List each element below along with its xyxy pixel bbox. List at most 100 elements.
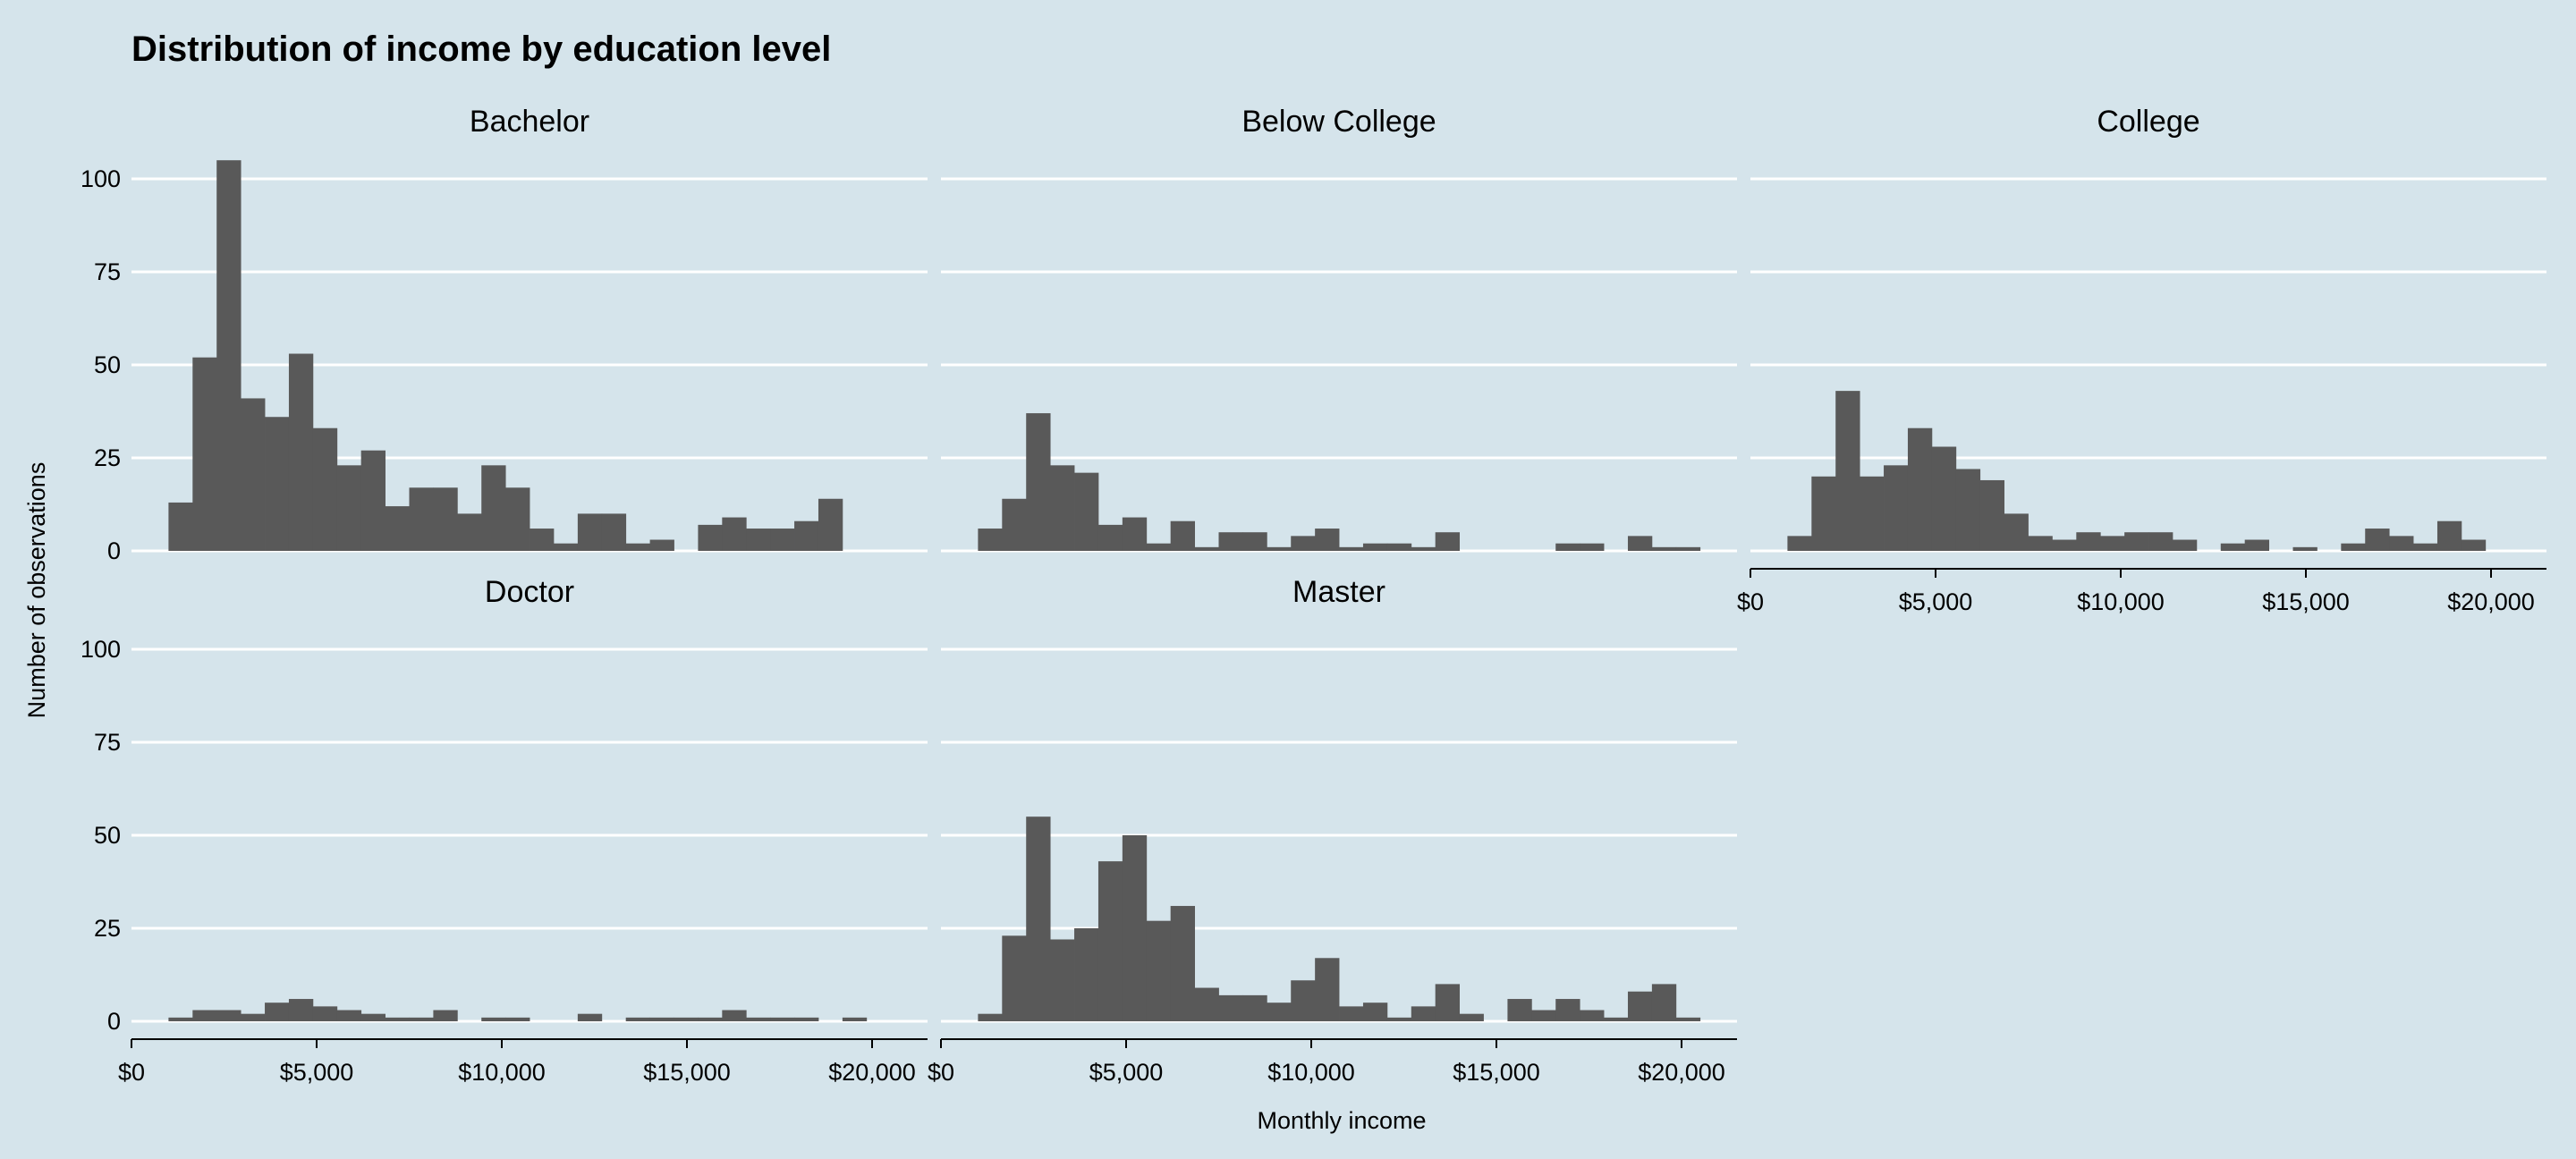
panel-college: College $0 $5,000 $10,000 $15,000 $20,000 bbox=[1737, 105, 2546, 615]
histogram-bar bbox=[1362, 1002, 1388, 1021]
x-tick-label: $0 bbox=[1737, 588, 1764, 615]
histogram-bar bbox=[577, 513, 603, 551]
histogram-bar bbox=[336, 1010, 362, 1021]
histogram-bar bbox=[288, 353, 314, 551]
histogram-bar bbox=[625, 543, 650, 551]
histogram-bar bbox=[312, 1006, 338, 1021]
x-tick-label: $15,000 bbox=[643, 1059, 731, 1086]
histogram-bar bbox=[1122, 517, 1148, 551]
histogram-bar bbox=[770, 1017, 795, 1021]
panels-layer: Bachelor 0 25 50 75 100 Below College College $0… bbox=[80, 105, 2546, 1086]
histogram-bar bbox=[1435, 984, 1460, 1021]
histogram-bar bbox=[360, 1013, 386, 1021]
x-tick-label: $5,000 bbox=[1089, 1059, 1164, 1086]
y-tick-label: 50 bbox=[94, 351, 121, 378]
histogram-bar bbox=[1097, 861, 1123, 1021]
x-tick-label: $5,000 bbox=[1899, 588, 1973, 615]
histogram-bar bbox=[1218, 994, 1243, 1021]
chart-title: Distribution of income by education leve… bbox=[131, 30, 831, 69]
histogram-bar bbox=[1315, 958, 1340, 1021]
y-tick-label: 25 bbox=[94, 915, 121, 942]
histogram-bar bbox=[674, 1017, 699, 1021]
histogram-bar bbox=[1835, 391, 1860, 551]
histogram-bar bbox=[216, 1010, 242, 1021]
histogram-bar bbox=[1146, 920, 1172, 1021]
histogram-bar bbox=[1979, 479, 2004, 551]
histogram-bar bbox=[241, 1013, 266, 1021]
x-tick-label: $15,000 bbox=[2262, 588, 2350, 615]
histogram-bar bbox=[1291, 980, 1316, 1021]
histogram-bar bbox=[2220, 543, 2246, 551]
panel-title-college: College bbox=[2097, 105, 2199, 139]
histogram-bar bbox=[288, 999, 314, 1021]
panel-title-below-college: Below College bbox=[1241, 105, 1436, 139]
histogram-bar bbox=[1675, 1017, 1701, 1021]
histogram-bar bbox=[722, 1010, 747, 1021]
histogram-bar bbox=[2172, 539, 2198, 551]
histogram-bar bbox=[978, 529, 1003, 551]
histogram-bar bbox=[1411, 1006, 1436, 1021]
histogram-bar bbox=[505, 1017, 530, 1021]
histogram-bar bbox=[2100, 536, 2125, 551]
histogram-bar bbox=[2461, 539, 2487, 551]
histogram-bar bbox=[1651, 546, 1677, 551]
histogram-bar bbox=[1507, 999, 1532, 1021]
histogram-bar bbox=[1675, 546, 1701, 551]
histogram-bar bbox=[2413, 543, 2438, 551]
histogram-bar bbox=[1194, 546, 1219, 551]
histogram-bar bbox=[601, 513, 627, 551]
y-tick-label: 0 bbox=[107, 537, 121, 564]
histogram-bar bbox=[385, 1017, 410, 1021]
histogram-bar bbox=[2076, 532, 2101, 551]
x-tick-label: $0 bbox=[118, 1059, 145, 1086]
histogram-bar bbox=[2148, 532, 2174, 551]
histogram-bar bbox=[409, 1017, 434, 1021]
histogram-bar bbox=[818, 498, 843, 551]
panel-master: Master $0 $5,000 $10,000 $15,000 $20,000 bbox=[928, 575, 1737, 1086]
histogram-bar bbox=[2028, 536, 2053, 551]
histogram-bar bbox=[409, 487, 434, 551]
histogram-bar bbox=[1026, 413, 1051, 551]
histogram-bar bbox=[794, 1017, 819, 1021]
histogram-bar bbox=[1002, 498, 1027, 551]
histogram-bar bbox=[1907, 427, 1933, 551]
histogram-bar bbox=[168, 502, 193, 551]
histogram-bar bbox=[2292, 546, 2318, 551]
histogram-bar bbox=[1362, 543, 1388, 551]
histogram-bar bbox=[1531, 1010, 1556, 1021]
histogram-bar bbox=[698, 524, 723, 551]
y-tick-label: 75 bbox=[94, 258, 121, 285]
y-tick-label: 100 bbox=[80, 636, 121, 663]
histogram-bar bbox=[505, 487, 530, 551]
x-tick-label: $5,000 bbox=[280, 1059, 354, 1086]
histogram-bar bbox=[2389, 536, 2414, 551]
histogram-bar bbox=[1170, 906, 1195, 1021]
x-tick-label: $20,000 bbox=[1638, 1059, 1725, 1086]
histogram-bar bbox=[1627, 991, 1653, 1021]
histogram-bar bbox=[1050, 465, 1075, 551]
y-tick-label: 0 bbox=[107, 1008, 121, 1035]
histogram-bar bbox=[1811, 476, 1836, 551]
histogram-bar bbox=[433, 487, 458, 551]
histogram-bar bbox=[1002, 935, 1027, 1021]
histogram-bar bbox=[1459, 1013, 1484, 1021]
histogram-bar bbox=[265, 417, 290, 551]
histogram-bar bbox=[1604, 1017, 1629, 1021]
panel-doctor: Doctor 0 25 50 75 100 $0 $5,000 $10,000 $15,000 $2… bbox=[80, 575, 928, 1086]
panel-below-college: Below College bbox=[941, 105, 1737, 553]
histogram-bar bbox=[649, 1017, 674, 1021]
histogram-bar bbox=[1931, 446, 1957, 551]
histogram-bar bbox=[2124, 532, 2149, 551]
panel-title-master: Master bbox=[1292, 575, 1385, 609]
x-tick-label: $15,000 bbox=[1453, 1059, 1540, 1086]
histogram-bar bbox=[1884, 465, 1909, 551]
histogram-bar bbox=[1339, 546, 1364, 551]
x-tick-label: $0 bbox=[928, 1059, 954, 1086]
histogram-bar bbox=[481, 1017, 506, 1021]
histogram-bar bbox=[433, 1010, 458, 1021]
histogram-bar bbox=[1627, 536, 1653, 551]
y-tick-label: 100 bbox=[80, 165, 121, 192]
histogram-bar bbox=[2436, 520, 2462, 551]
histogram-bar bbox=[1860, 476, 1885, 551]
histogram-bar bbox=[1146, 543, 1172, 551]
